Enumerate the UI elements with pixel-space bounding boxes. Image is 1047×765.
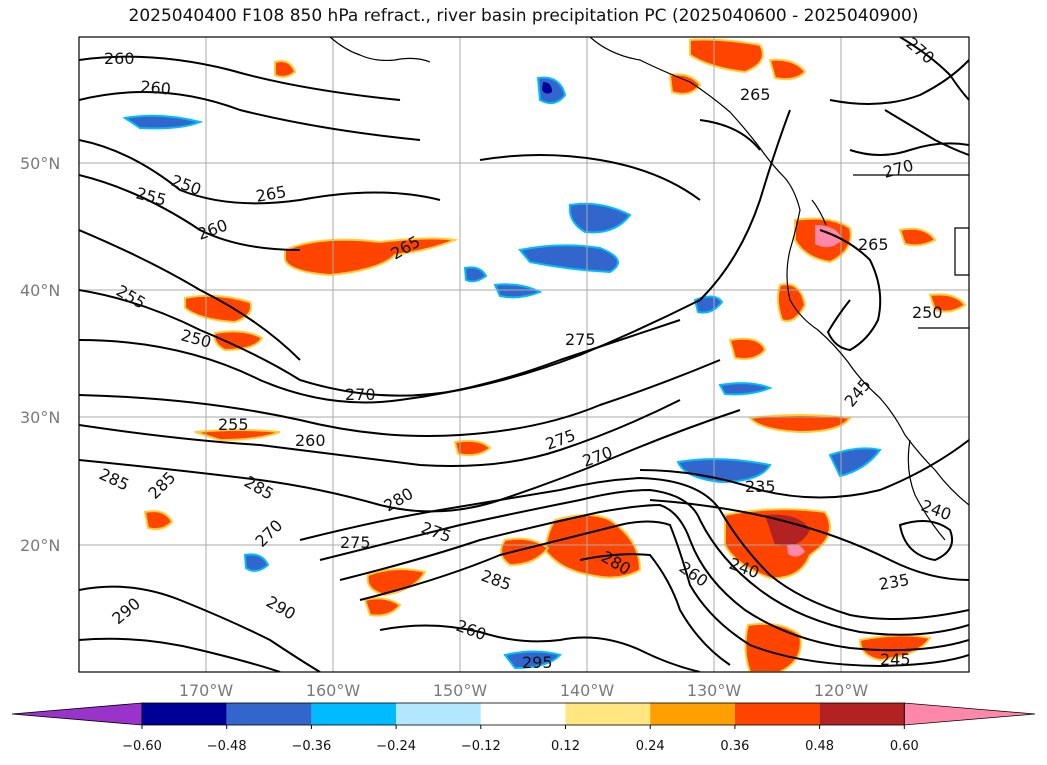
contour-label: 275	[565, 330, 596, 349]
lon-label: 170°W	[179, 681, 234, 700]
contour-label: 260	[295, 431, 326, 450]
colorbar	[12, 703, 1035, 725]
colorbar-extend-low	[12, 703, 142, 725]
lon-label: 120°W	[814, 681, 869, 700]
contour-label: 265	[740, 85, 771, 104]
colorbar-tick-label: −0.36	[291, 739, 331, 754]
colorbar-tick-label: 0.48	[805, 739, 834, 754]
colorbar-tick-label: 0.24	[636, 739, 665, 754]
contour-label: 260	[140, 77, 172, 99]
lon-label: 130°W	[687, 681, 742, 700]
colorbar-extend-high	[904, 703, 1035, 725]
colorbar-segment	[650, 703, 735, 725]
contour-label: 275	[340, 533, 371, 552]
lat-label: 50°N	[20, 154, 60, 173]
latitude-labels: 50°N 40°N 30°N 20°N	[20, 154, 60, 555]
colorbar-segment	[227, 703, 312, 725]
contour-label: 260	[104, 49, 135, 68]
colorbar-segment	[142, 703, 227, 725]
colorbar-segment	[735, 703, 820, 725]
colorbar-tick-label: −0.48	[207, 739, 247, 754]
colorbar-tick-label: 0.60	[890, 739, 919, 754]
colorbar-tick-label: −0.24	[376, 739, 416, 754]
lon-label: 140°W	[560, 681, 615, 700]
colorbar-tick-label: −0.60	[122, 739, 162, 754]
contour-label: 295	[522, 653, 553, 672]
colorbar-tick-label: 0.36	[720, 739, 749, 754]
colorbar-tick-labels: −0.60 −0.48 −0.36 −0.24 −0.12 0.12 0.24 0.36 0.4…	[122, 725, 919, 754]
contour-label: 245	[880, 650, 911, 669]
plot-area	[79, 37, 969, 672]
colorbar-tick-label: 0.12	[551, 739, 580, 754]
lon-label: 150°W	[433, 681, 488, 700]
lat-label: 20°N	[20, 536, 60, 555]
colorbar-segment	[311, 703, 396, 725]
contour-label: 270	[345, 385, 376, 404]
contour-label: 250	[912, 303, 943, 322]
lat-label: 30°N	[20, 408, 60, 427]
contour-label: 255	[218, 415, 249, 434]
colorbar-segment	[566, 703, 651, 725]
lat-label: 40°N	[20, 281, 60, 300]
colorbar-tick-label: −0.12	[461, 739, 501, 754]
contour-label: 265	[858, 235, 889, 254]
lon-label: 160°W	[306, 681, 361, 700]
map-figure: 260260255250260265255250265275270255260 2…	[0, 0, 1047, 765]
longitude-labels: 170°W 160°W 150°W 140°W 130°W 120°W	[179, 681, 869, 700]
colorbar-segment	[820, 703, 905, 725]
colorbar-segment	[396, 703, 481, 725]
contour-label: 235	[745, 477, 776, 496]
colorbar-segment	[481, 703, 566, 725]
